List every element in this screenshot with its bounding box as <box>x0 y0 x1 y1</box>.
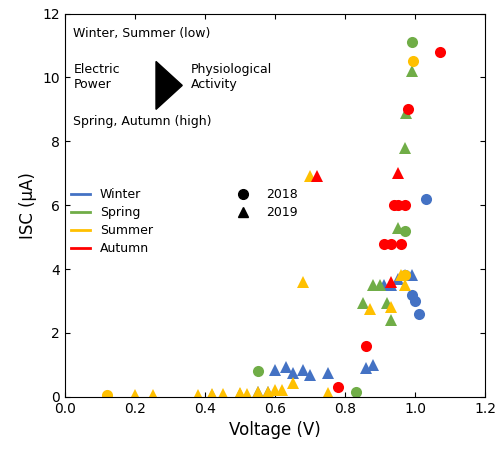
Legend: 2018, 2019: 2018, 2019 <box>231 189 298 220</box>
Polygon shape <box>156 61 182 110</box>
Text: Spring, Autumn (high): Spring, Autumn (high) <box>74 115 212 128</box>
Text: Winter, Summer (low): Winter, Summer (low) <box>74 27 211 40</box>
Text: Electric
Power: Electric Power <box>74 64 120 92</box>
X-axis label: Voltage (V): Voltage (V) <box>229 421 321 439</box>
Text: Physiological
Activity: Physiological Activity <box>191 64 272 92</box>
Y-axis label: ISC (μA): ISC (μA) <box>19 172 37 239</box>
